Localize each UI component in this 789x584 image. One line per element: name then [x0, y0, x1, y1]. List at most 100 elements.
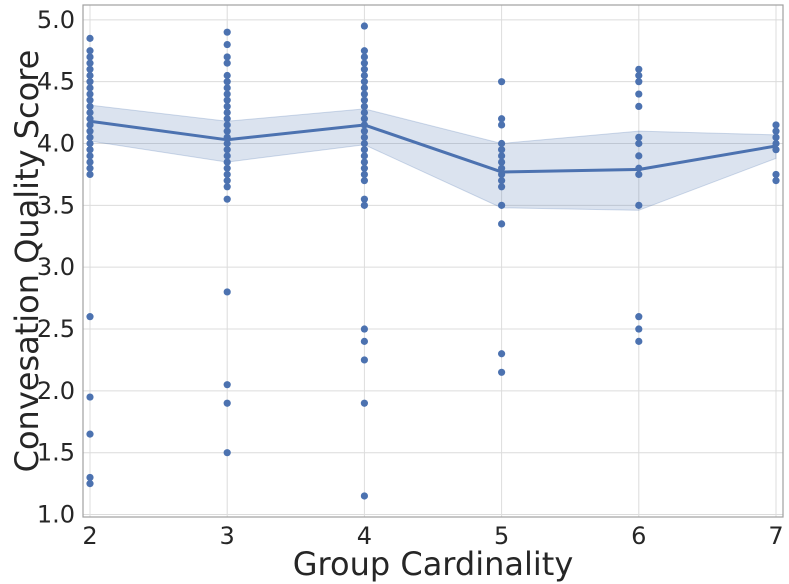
data-point — [635, 313, 643, 321]
data-point — [86, 473, 94, 482]
data-point — [360, 164, 368, 172]
data-point — [360, 152, 368, 160]
data-point — [635, 133, 643, 141]
data-point — [86, 34, 94, 42]
data-point — [86, 108, 94, 117]
data-point — [498, 139, 506, 148]
data-point — [498, 146, 506, 154]
y-tick-label: 3.0 — [37, 253, 75, 281]
data-point — [772, 170, 780, 179]
plot-frame — [82, 4, 784, 518]
x-tick-label: 2 — [82, 522, 97, 550]
data-point — [360, 78, 368, 86]
data-point — [223, 381, 231, 389]
x-axis-ticks: 2 3 4 5 6 7 — [82, 522, 783, 550]
data-point — [223, 177, 231, 185]
data-point — [223, 28, 231, 36]
data-point — [86, 96, 94, 104]
data-point — [223, 164, 231, 172]
scatter-points-layer — [86, 22, 780, 500]
data-point — [360, 47, 368, 55]
data-point — [498, 121, 506, 129]
data-point — [223, 170, 231, 179]
data-point — [86, 65, 94, 73]
data-point — [223, 288, 231, 296]
data-point — [86, 170, 94, 179]
data-point — [86, 121, 94, 129]
data-point — [635, 139, 643, 148]
data-point — [223, 78, 231, 86]
x-tick-label: 4 — [357, 522, 372, 550]
data-point — [223, 399, 231, 407]
data-point — [360, 127, 368, 135]
data-point — [86, 84, 94, 92]
confidence-band-layer — [89, 104, 777, 211]
data-point — [223, 102, 231, 111]
data-point — [360, 177, 368, 185]
data-point — [772, 177, 780, 185]
data-point — [223, 127, 231, 135]
data-point — [498, 78, 506, 86]
data-point — [223, 449, 231, 457]
data-point — [498, 152, 506, 160]
x-tick-label: 7 — [768, 522, 783, 550]
data-point — [360, 53, 368, 61]
data-point — [360, 195, 368, 203]
y-tick-label: 2.5 — [37, 315, 75, 343]
y-tick-label: 1.5 — [37, 439, 75, 467]
data-point — [635, 90, 643, 98]
data-point — [223, 183, 231, 191]
data-point — [360, 96, 368, 104]
data-point — [360, 356, 368, 364]
data-point — [498, 177, 506, 185]
x-axis-title: Group Cardinality — [293, 545, 574, 583]
data-point — [223, 115, 231, 123]
data-point — [498, 368, 506, 376]
data-point — [223, 152, 231, 160]
data-point — [360, 170, 368, 179]
data-point — [86, 480, 94, 488]
data-point — [360, 71, 368, 80]
data-point — [86, 71, 94, 80]
data-point — [360, 399, 368, 407]
data-point — [498, 183, 506, 191]
data-point — [360, 158, 368, 166]
x-tick-label: 6 — [631, 522, 646, 550]
data-point — [360, 139, 368, 148]
data-point — [360, 115, 368, 123]
data-point — [498, 350, 506, 358]
data-point — [86, 158, 94, 166]
y-tick-label: 3.5 — [37, 191, 75, 219]
data-point — [223, 108, 231, 117]
data-point — [498, 158, 506, 166]
data-point — [635, 325, 643, 333]
data-point — [86, 127, 94, 135]
data-point — [635, 201, 643, 209]
data-point — [86, 164, 94, 172]
data-point — [86, 53, 94, 61]
data-point — [86, 313, 94, 321]
y-axis-ticks: 1.0 1.5 2.0 2.5 3.0 3.5 4.0 4.5 5.0 — [37, 6, 75, 529]
x-tick-label: 5 — [494, 522, 509, 550]
data-point — [360, 325, 368, 333]
data-point — [772, 127, 780, 135]
data-point — [772, 121, 780, 129]
y-axis-title: Convesation Quality Score — [8, 50, 46, 473]
x-tick-label: 3 — [220, 522, 235, 550]
data-point — [635, 170, 643, 179]
data-point — [635, 337, 643, 345]
y-tick-label: 2.0 — [37, 377, 75, 405]
data-point — [360, 84, 368, 92]
data-point — [223, 96, 231, 104]
data-point — [360, 337, 368, 345]
data-point — [223, 40, 231, 49]
data-point — [223, 90, 231, 98]
data-point — [772, 133, 780, 141]
data-point — [223, 139, 231, 148]
confidence-band — [89, 104, 777, 211]
data-point — [86, 146, 94, 154]
y-tick-label: 4.5 — [37, 68, 75, 96]
data-point — [223, 84, 231, 92]
data-point — [223, 71, 231, 80]
